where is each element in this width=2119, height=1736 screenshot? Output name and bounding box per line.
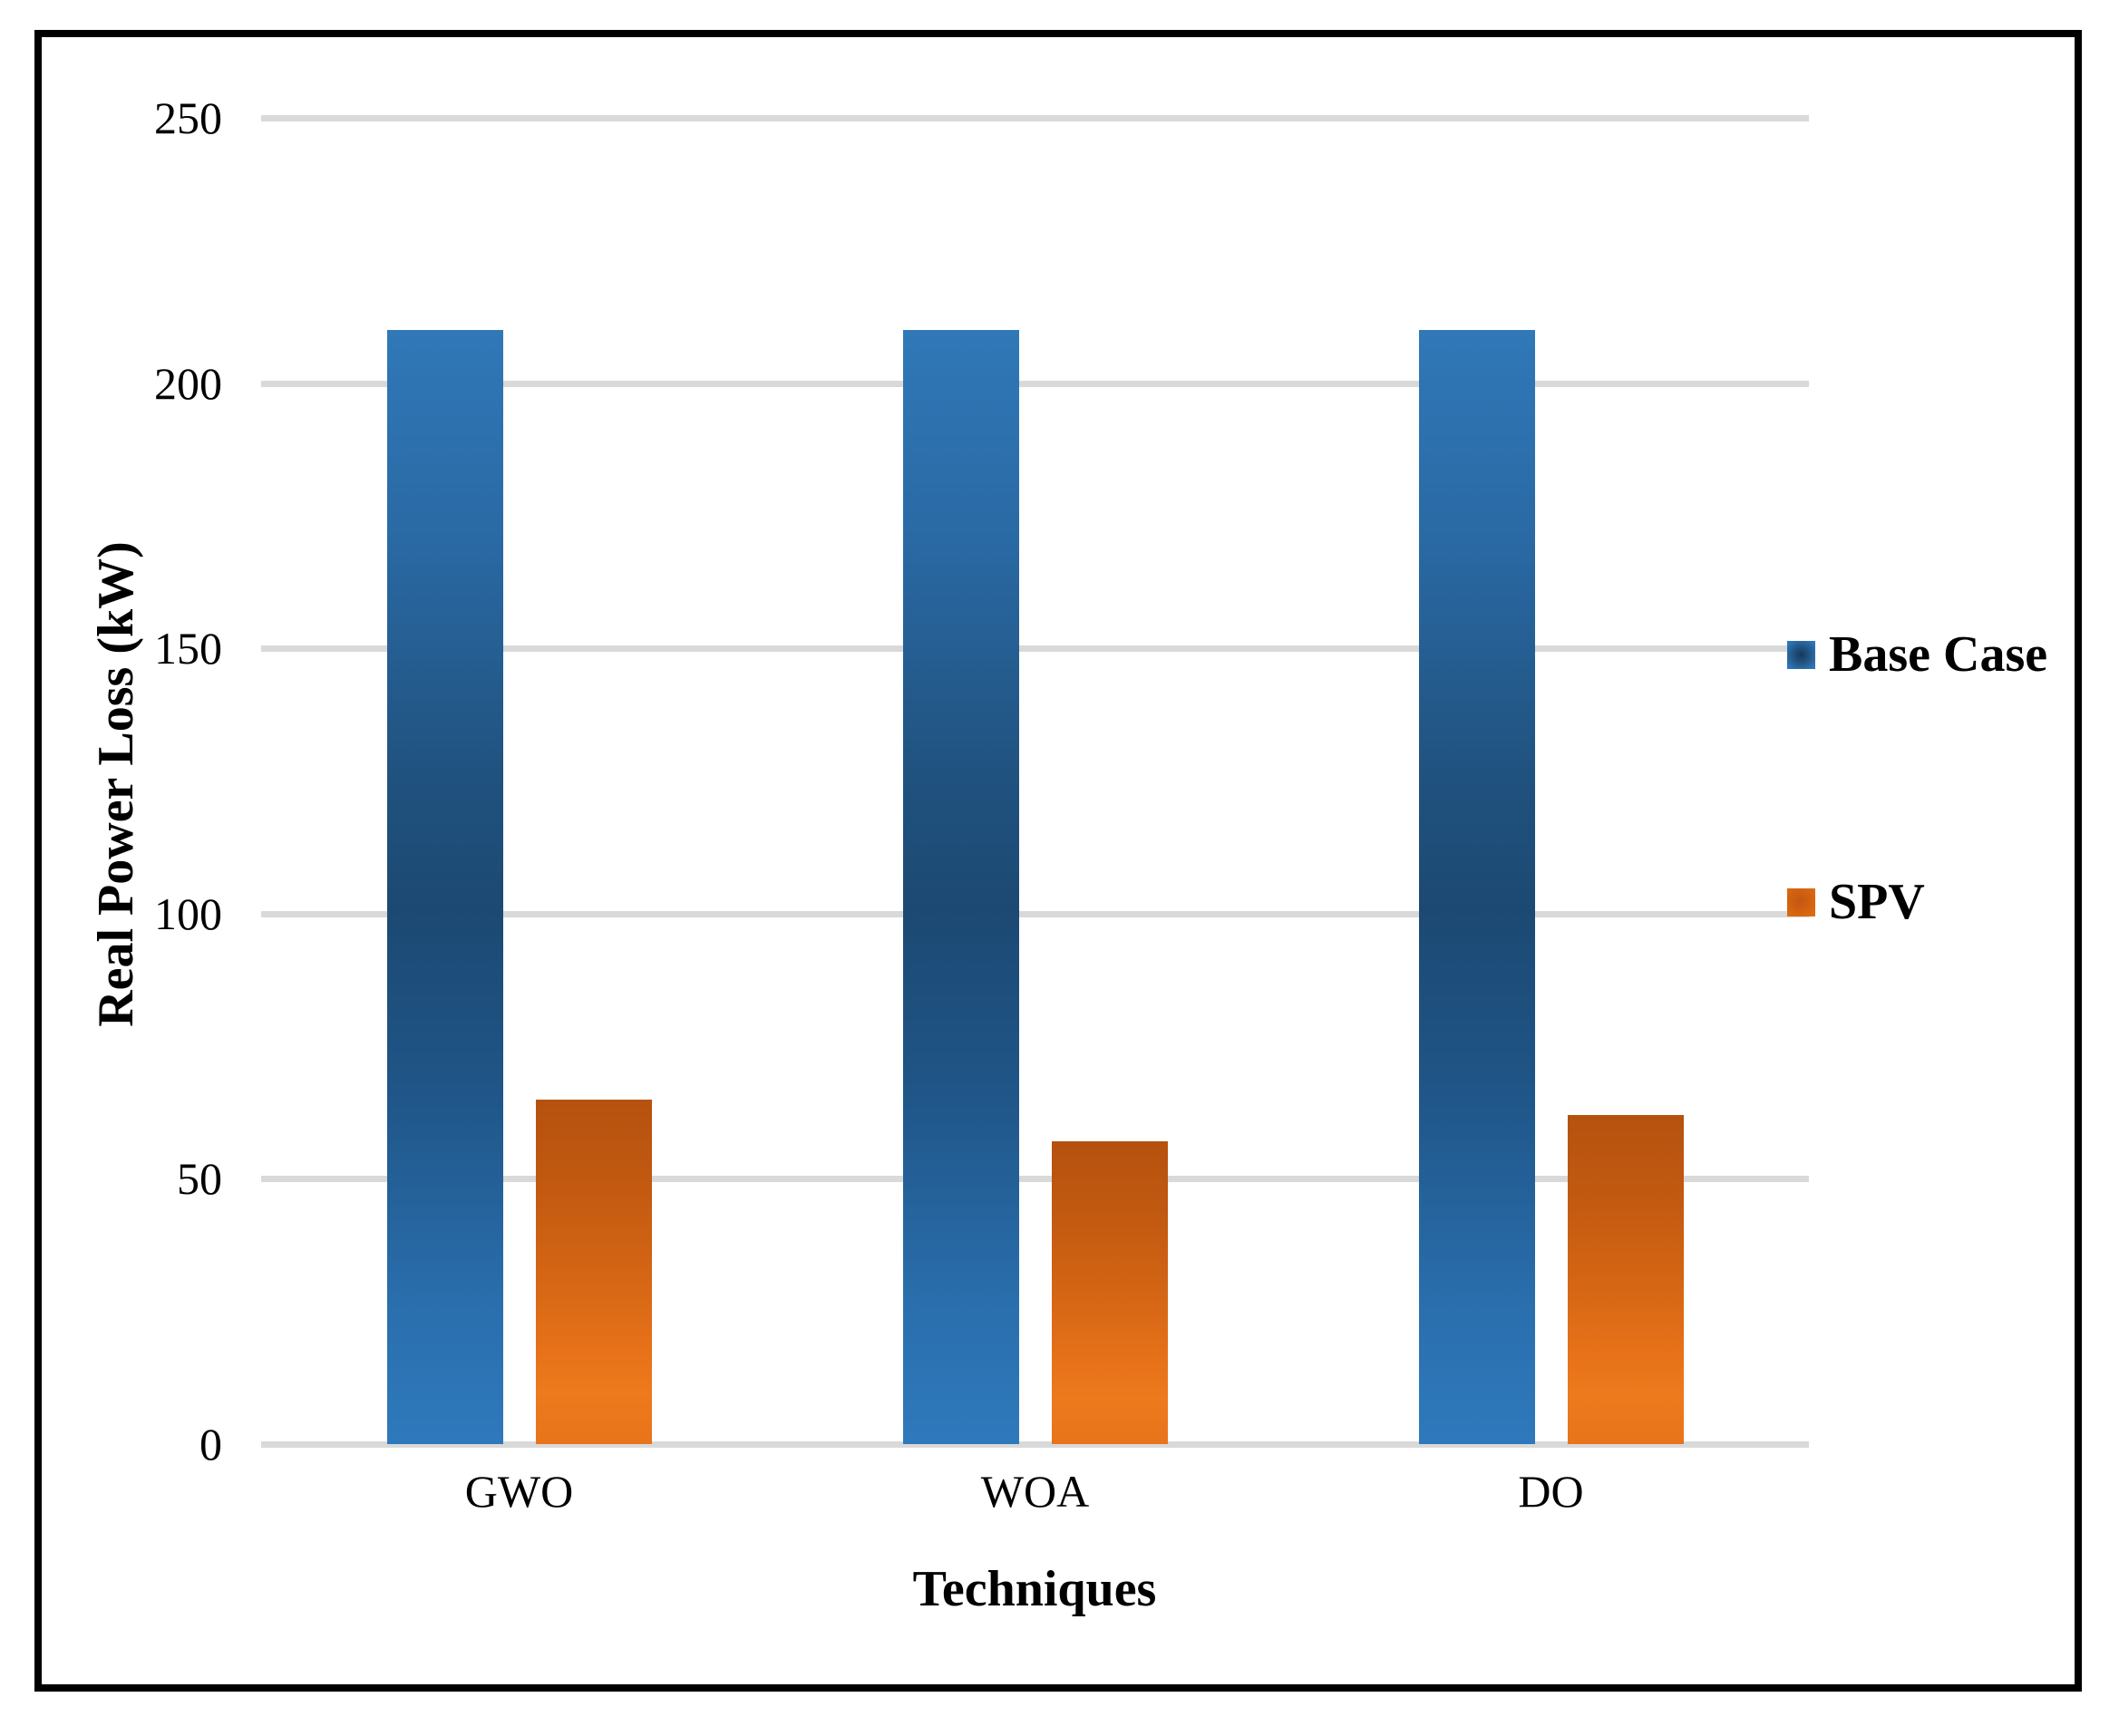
y-tick-label: 200 [154, 357, 222, 409]
y-axis-title: Real Power Loss (kW) [88, 541, 144, 1027]
legend-label: Base Case [1829, 626, 2048, 683]
gridline [261, 1176, 1809, 1183]
x-axis-title: Techniques [912, 1561, 1157, 1617]
bar-base-case-do [1418, 330, 1535, 1444]
y-tick-label: 50 [177, 1153, 222, 1205]
bar-base-case-woa [902, 330, 1019, 1444]
legend-entry-base-case: Base Case [1787, 626, 2047, 684]
y-tick-label: 100 [154, 887, 222, 939]
gridline [261, 380, 1809, 387]
x-tick-label: WOA [980, 1466, 1090, 1517]
bar-spv-woa [1051, 1141, 1168, 1444]
bar-base-case-gwo [386, 330, 503, 1444]
x-tick-label: GWO [464, 1466, 574, 1517]
x-tick-label: DO [1518, 1466, 1584, 1517]
legend-swatch-icon [1787, 640, 1815, 669]
legend-swatch-icon [1787, 887, 1815, 916]
bar-spv-gwo [535, 1099, 652, 1444]
y-tick-label: 0 [199, 1419, 222, 1469]
bar-spv-do [1567, 1115, 1684, 1444]
gridline [261, 1441, 1809, 1448]
chart-frame [34, 30, 2082, 1692]
gridline [261, 645, 1809, 653]
legend-label: SPV [1829, 874, 1925, 930]
legend-entry-spv: SPV [1787, 873, 1925, 931]
gridline [261, 910, 1809, 917]
y-tick-label: 150 [154, 623, 222, 674]
plot-area [261, 115, 1809, 1448]
y-tick-label: 250 [154, 92, 222, 143]
gridline [261, 115, 1809, 121]
